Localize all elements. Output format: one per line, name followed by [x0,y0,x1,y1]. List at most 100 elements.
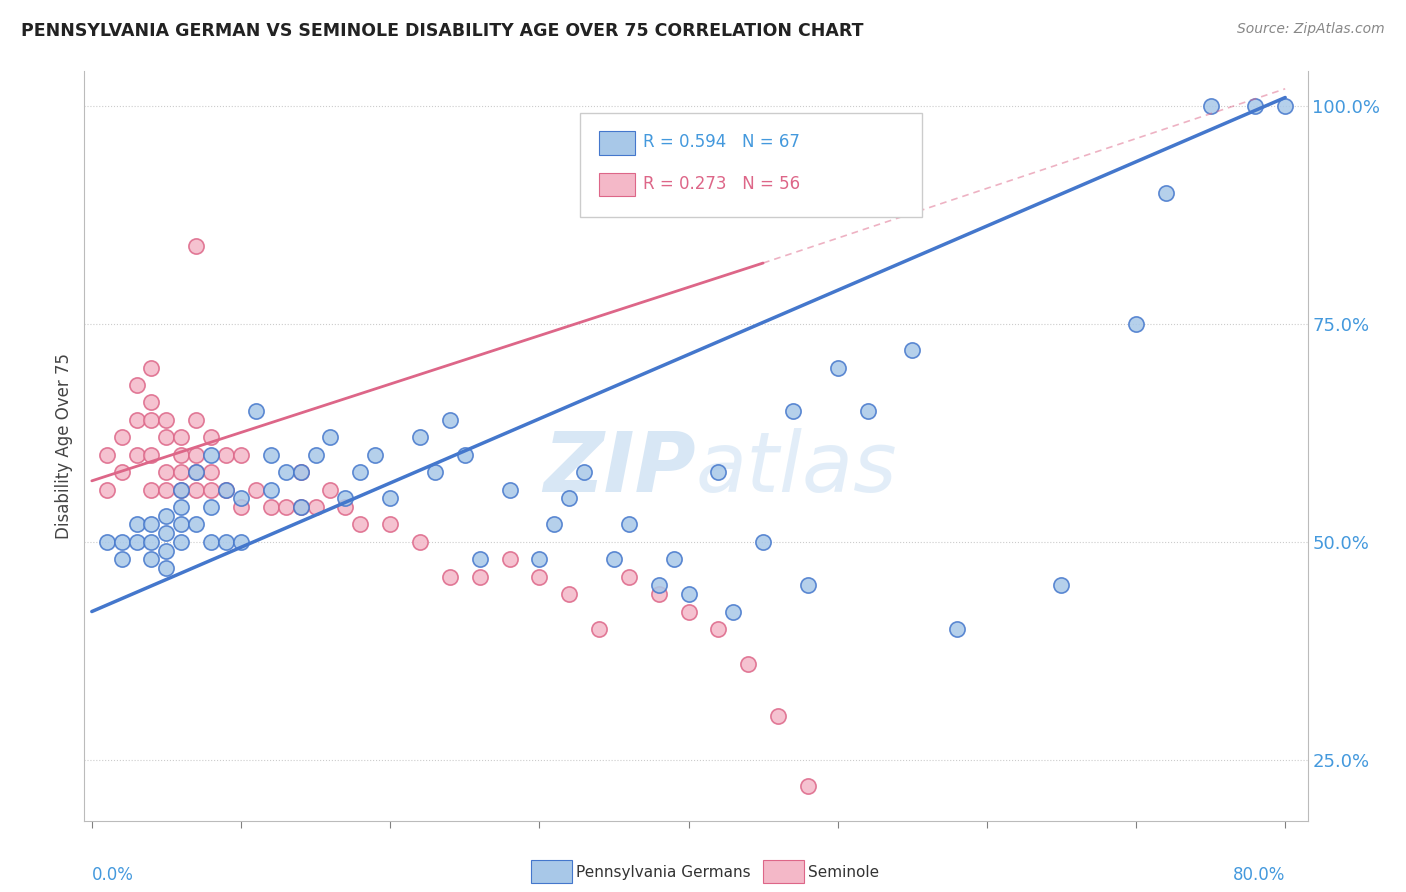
Point [155,483,177,497]
Text: 0.0%: 0.0% [91,865,134,884]
Point [498,483,520,497]
Point [215,483,238,497]
Point [96,483,118,497]
Point [827,360,849,375]
Point [439,570,461,584]
Point [170,465,193,479]
Point [141,483,163,497]
Point [155,413,177,427]
Point [111,465,134,479]
Point [141,360,163,375]
Point [111,552,134,566]
Point [558,587,581,601]
Point [647,578,669,592]
Point [617,517,640,532]
Point [245,483,267,497]
FancyBboxPatch shape [579,112,922,218]
Point [782,404,804,418]
Point [200,430,222,444]
Point [111,534,134,549]
Point [707,465,730,479]
Text: Source: ZipAtlas.com: Source: ZipAtlas.com [1237,22,1385,37]
Point [186,448,208,462]
Point [200,465,222,479]
Point [468,552,491,566]
Point [141,413,163,427]
Point [260,483,283,497]
Point [186,465,208,479]
Point [319,430,342,444]
Point [454,448,477,462]
Point [1154,186,1177,201]
Point [141,534,163,549]
Point [141,517,163,532]
Text: R = 0.273   N = 56: R = 0.273 N = 56 [644,175,800,193]
Point [439,413,461,427]
Point [200,534,222,549]
Point [96,534,118,549]
Point [170,483,193,497]
Point [170,483,193,497]
Point [229,534,252,549]
Point [155,543,177,558]
Point [125,413,148,427]
Point [319,483,342,497]
Point [797,578,820,592]
Point [186,465,208,479]
Text: PENNSYLVANIA GERMAN VS SEMINOLE DISABILITY AGE OVER 75 CORRELATION CHART: PENNSYLVANIA GERMAN VS SEMINOLE DISABILI… [21,22,863,40]
Point [170,448,193,462]
Point [1274,99,1296,113]
Point [468,570,491,584]
Point [186,483,208,497]
Point [349,517,371,532]
Point [856,404,879,418]
Point [543,517,565,532]
Point [603,552,626,566]
Point [797,779,820,793]
Point [529,570,551,584]
Point [155,430,177,444]
Point [1125,317,1147,331]
Point [215,483,238,497]
Point [380,517,402,532]
Point [335,491,357,506]
Point [170,500,193,514]
Point [125,517,148,532]
Point [186,238,208,252]
Point [245,404,267,418]
Point [125,534,148,549]
Point [215,448,238,462]
Point [335,500,357,514]
Point [752,534,775,549]
Point [111,430,134,444]
Y-axis label: Disability Age Over 75: Disability Age Over 75 [55,353,73,539]
Point [290,500,312,514]
Point [409,534,432,549]
Point [141,448,163,462]
Point [647,587,669,601]
Point [349,465,371,479]
Text: 80.0%: 80.0% [1233,865,1285,884]
Point [186,413,208,427]
Text: R = 0.594   N = 67: R = 0.594 N = 67 [644,133,800,151]
Point [304,448,326,462]
Point [200,500,222,514]
Text: Seminole: Seminole [808,865,880,880]
FancyBboxPatch shape [599,172,636,196]
Point [364,448,387,462]
Point [558,491,581,506]
Point [274,500,297,514]
Point [901,343,924,358]
Point [155,561,177,575]
Point [409,430,432,444]
Point [617,570,640,584]
Point [290,500,312,514]
Text: Pennsylvania Germans: Pennsylvania Germans [576,865,751,880]
Point [229,491,252,506]
Point [1244,99,1267,113]
Point [498,552,520,566]
Point [304,500,326,514]
Point [1050,578,1073,592]
Point [229,448,252,462]
Point [572,465,595,479]
